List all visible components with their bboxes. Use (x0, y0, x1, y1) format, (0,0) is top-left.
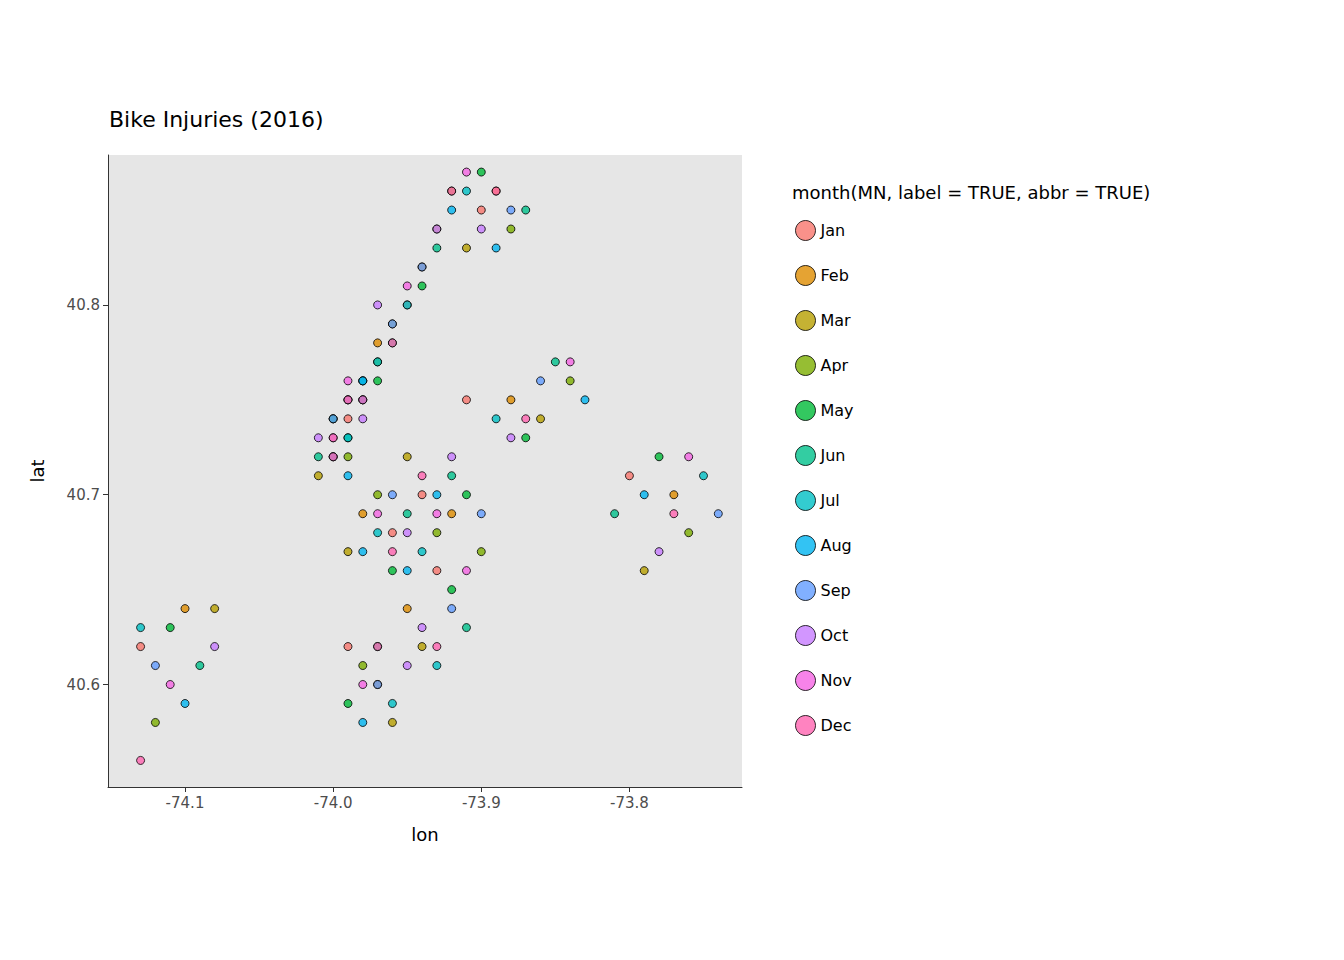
svg-text:Apr: Apr (821, 356, 849, 375)
svg-text:Jul: Jul (820, 491, 840, 510)
svg-text:-73.9: -73.9 (462, 794, 501, 812)
svg-text:lat: lat (27, 459, 48, 482)
svg-text:May: May (821, 401, 854, 420)
svg-text:Dec: Dec (821, 716, 852, 735)
svg-text:Nov: Nov (821, 671, 852, 690)
svg-text:Jun: Jun (820, 446, 846, 465)
svg-text:40.8: 40.8 (67, 296, 100, 314)
svg-text:Bike Injuries (2016): Bike Injuries (2016) (109, 107, 323, 132)
svg-text:Aug: Aug (821, 536, 852, 555)
svg-text:-73.8: -73.8 (610, 794, 649, 812)
svg-text:lon: lon (411, 824, 438, 845)
svg-text:Oct: Oct (821, 626, 849, 645)
svg-text:-74.0: -74.0 (314, 794, 353, 812)
svg-text:40.6: 40.6 (67, 676, 100, 694)
svg-text:Mar: Mar (821, 311, 852, 330)
svg-text:Feb: Feb (821, 266, 849, 285)
svg-text:month(MN, label = TRUE, abbr =: month(MN, label = TRUE, abbr = TRUE) (792, 182, 1150, 203)
svg-text:40.7: 40.7 (67, 486, 100, 504)
svg-text:-74.1: -74.1 (166, 794, 205, 812)
svg-text:Jan: Jan (820, 221, 846, 240)
svg-text:Sep: Sep (821, 581, 851, 600)
